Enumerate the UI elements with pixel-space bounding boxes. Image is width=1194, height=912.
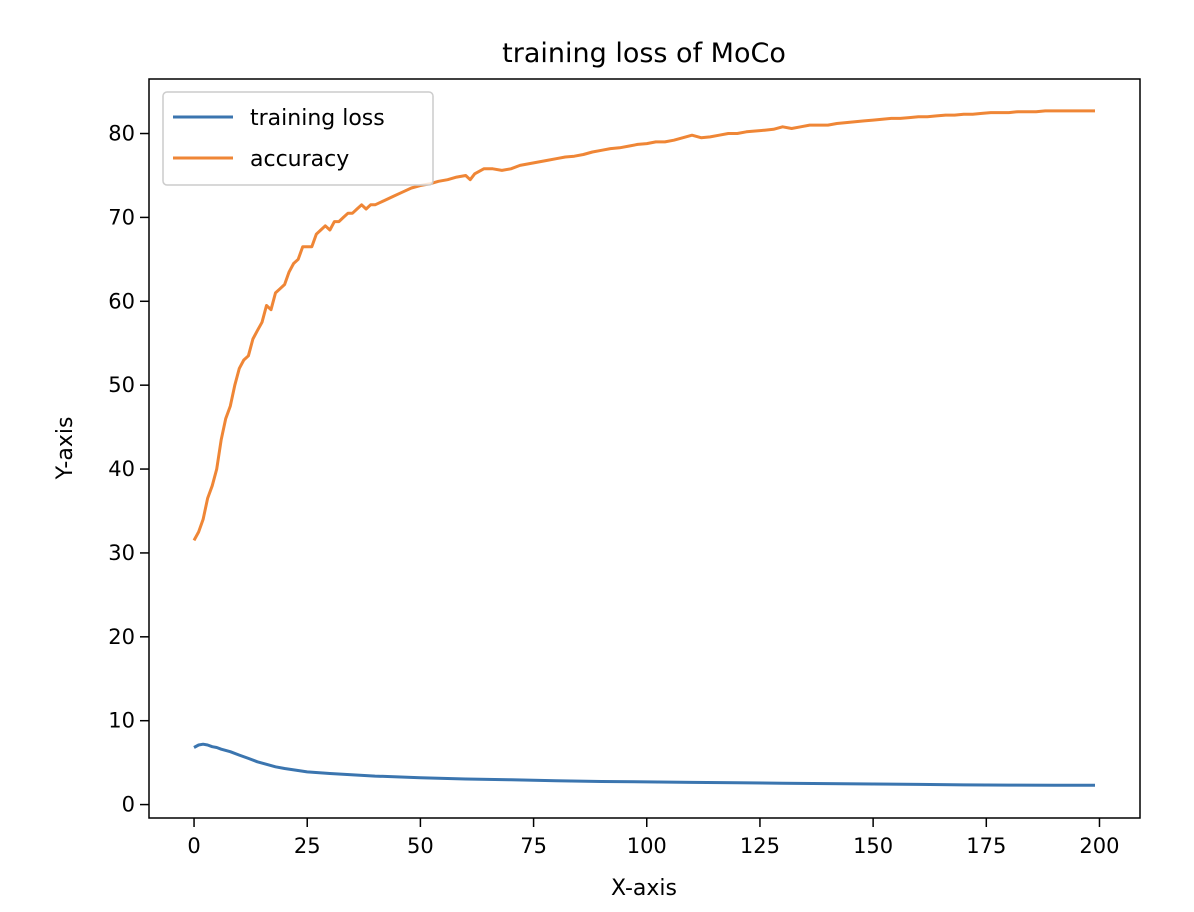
x-tick-label: 0 [187,834,200,858]
y-tick-label: 70 [108,205,135,229]
x-tick-label: 125 [740,834,780,858]
x-tick-label: 50 [407,834,434,858]
y-tick-label: 20 [108,625,135,649]
x-ticks: 0 25 50 75 100 125 150 175 200 [187,818,1120,858]
x-tick-label: 25 [294,834,321,858]
y-tick-label: 10 [108,709,135,733]
y-tick-label: 30 [108,541,135,565]
x-tick-label: 100 [627,834,667,858]
legend-label-accuracy: accuracy [250,147,349,172]
x-tick-label: 75 [520,834,547,858]
x-axis-label: X-axis [611,876,677,901]
y-tick-label: 60 [108,289,135,313]
y-tick-label: 50 [108,373,135,397]
x-tick-label: 150 [853,834,893,858]
x-tick-label: 200 [1079,834,1119,858]
y-axis-label: Y-axis [53,417,78,481]
legend-box [162,91,434,186]
y-tick-label: 0 [122,793,135,817]
y-ticks: 0 10 20 30 40 50 60 70 80 [108,122,149,817]
y-tick-label: 40 [108,457,135,481]
series-line-training-loss [193,742,1095,787]
plot-area-frame [148,78,1141,819]
legend-label-training-loss: training loss [250,106,385,131]
y-tick-label: 80 [108,122,135,146]
chart-title: training loss of MoCo [502,38,786,69]
series-layer [192,109,1095,787]
legend: training loss accuracy [162,91,434,186]
series-line-accuracy [192,109,1095,542]
x-tick-label: 175 [966,834,1006,858]
